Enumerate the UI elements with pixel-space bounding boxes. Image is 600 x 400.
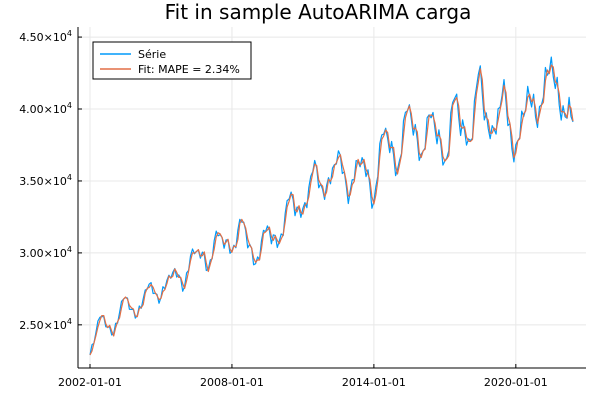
x-tick-label: 2002-01-01	[58, 376, 122, 389]
y-tick-labels: 2.50×104 3.00×104 3.50×104 4.00×104 4.50×104	[19, 29, 72, 332]
legend-label-fit: Fit: MAPE = 2.34%	[138, 63, 240, 76]
x-tick-label: 2020-01-01	[484, 376, 548, 389]
legend-box	[92, 41, 252, 80]
x-tick-label: 2008-01-01	[200, 376, 264, 389]
legend: Série Fit: MAPE = 2.34%	[92, 41, 252, 80]
y-tick-label: 3.50×104	[19, 173, 72, 188]
y-tick-label: 2.50×104	[19, 317, 72, 332]
y-tick-label: 4.00×104	[19, 101, 72, 116]
x-tick-label: 2014-01-01	[342, 376, 406, 389]
plot-series	[89, 56, 574, 356]
gridlines	[78, 27, 586, 368]
series-line-serie	[89, 56, 574, 356]
y-tick-label: 4.50×104	[19, 29, 72, 44]
series-line-fit	[89, 64, 574, 356]
y-tick-label: 3.00×104	[19, 245, 72, 260]
axes	[77, 27, 586, 369]
chart-title: Fit in sample AutoARIMA carga	[165, 0, 472, 24]
legend-label-serie: Série	[138, 48, 166, 61]
x-tick-labels: 2002-01-01 2008-01-01 2014-01-01 2020-01-01	[58, 376, 548, 389]
